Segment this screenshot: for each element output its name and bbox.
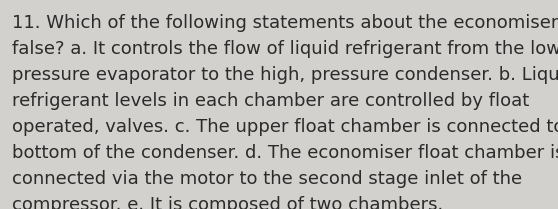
- Text: connected via the motor to the second stage inlet of the: connected via the motor to the second st…: [12, 170, 522, 188]
- Text: false? a. It controls the flow of liquid refrigerant from the low,: false? a. It controls the flow of liquid…: [12, 40, 558, 58]
- Text: pressure evaporator to the high, pressure condenser. b. Liquid: pressure evaporator to the high, pressur…: [12, 66, 558, 84]
- Text: bottom of the condenser. d. The economiser float chamber is: bottom of the condenser. d. The economis…: [12, 144, 558, 162]
- Text: compressor. e. It is composed of two chambers.: compressor. e. It is composed of two cha…: [12, 196, 443, 209]
- Text: operated, valves. c. The upper float chamber is connected to the: operated, valves. c. The upper float cha…: [12, 118, 558, 136]
- Text: 11. Which of the following statements about the economisers is: 11. Which of the following statements ab…: [12, 14, 558, 32]
- Text: refrigerant levels in each chamber are controlled by float: refrigerant levels in each chamber are c…: [12, 92, 529, 110]
